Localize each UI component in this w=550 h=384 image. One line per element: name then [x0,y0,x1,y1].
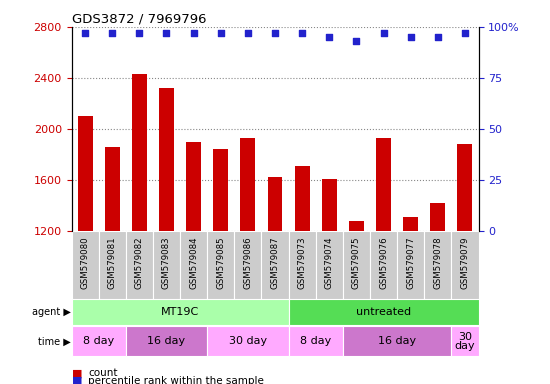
Bar [458,144,472,231]
Text: GSM579087: GSM579087 [271,236,279,289]
Bar [424,231,452,299]
Bar [349,221,364,231]
Bar [98,231,126,299]
Bar [180,231,207,299]
Bar [126,231,153,299]
Bar [267,177,283,231]
Bar [207,231,234,299]
Text: agent ▶: agent ▶ [32,307,71,317]
Bar [452,231,478,299]
Point [162,30,171,36]
Bar [430,203,446,231]
Bar [213,149,228,231]
Bar [289,326,343,356]
Bar [72,326,126,356]
Text: GSM579086: GSM579086 [243,236,252,289]
Text: percentile rank within the sample: percentile rank within the sample [88,376,264,384]
Text: GSM579076: GSM579076 [379,236,388,289]
Text: GSM579077: GSM579077 [406,236,415,289]
Text: MT19C: MT19C [161,307,199,317]
Text: 16 day: 16 day [147,336,185,346]
Text: GSM579084: GSM579084 [189,236,198,289]
Point [379,30,388,36]
Point [244,30,252,36]
Bar [289,231,316,299]
Bar [159,88,174,231]
Text: GSM579074: GSM579074 [324,236,334,289]
Text: GSM579085: GSM579085 [216,236,225,289]
Point [189,30,198,36]
Point [216,30,225,36]
Text: 16 day: 16 day [378,336,416,346]
Point [460,30,469,36]
Bar [104,147,120,231]
Text: 30 day: 30 day [229,336,267,346]
Bar [261,231,289,299]
Bar [153,231,180,299]
Text: GSM579082: GSM579082 [135,236,144,289]
Text: GSM579081: GSM579081 [108,236,117,289]
Point [135,30,144,36]
Text: ■: ■ [72,368,82,378]
Bar [234,231,261,299]
Text: GSM579080: GSM579080 [80,236,90,289]
Bar [72,231,98,299]
Text: 30
day: 30 day [455,332,475,351]
Bar [72,300,289,325]
Text: ■: ■ [72,376,82,384]
Bar [397,231,424,299]
Point [108,30,117,36]
Text: GSM579078: GSM579078 [433,236,442,289]
Bar [186,142,201,231]
Bar [370,231,397,299]
Text: time ▶: time ▶ [38,336,71,346]
Text: untreated: untreated [356,307,411,317]
Point [271,30,279,36]
Bar [376,138,391,231]
Point [406,34,415,40]
Bar [343,231,370,299]
Bar [322,179,337,231]
Bar [403,217,418,231]
Bar [240,138,255,231]
Point [298,30,306,36]
Bar [316,231,343,299]
Bar [78,116,92,231]
Bar [452,326,478,356]
Bar [295,166,310,231]
Point [81,30,90,36]
Bar [289,300,478,325]
Text: GSM579079: GSM579079 [460,236,470,289]
Bar [343,326,452,356]
Text: 8 day: 8 day [300,336,331,346]
Text: GSM579073: GSM579073 [298,236,307,289]
Text: GDS3872 / 7969796: GDS3872 / 7969796 [72,13,206,26]
Point [433,34,442,40]
Bar [126,326,207,356]
Bar [132,74,147,231]
Text: count: count [88,368,118,378]
Point [352,38,361,44]
Text: GSM579083: GSM579083 [162,236,171,289]
Text: 8 day: 8 day [83,336,114,346]
Bar [207,326,289,356]
Point [325,34,334,40]
Text: GSM579075: GSM579075 [352,236,361,289]
